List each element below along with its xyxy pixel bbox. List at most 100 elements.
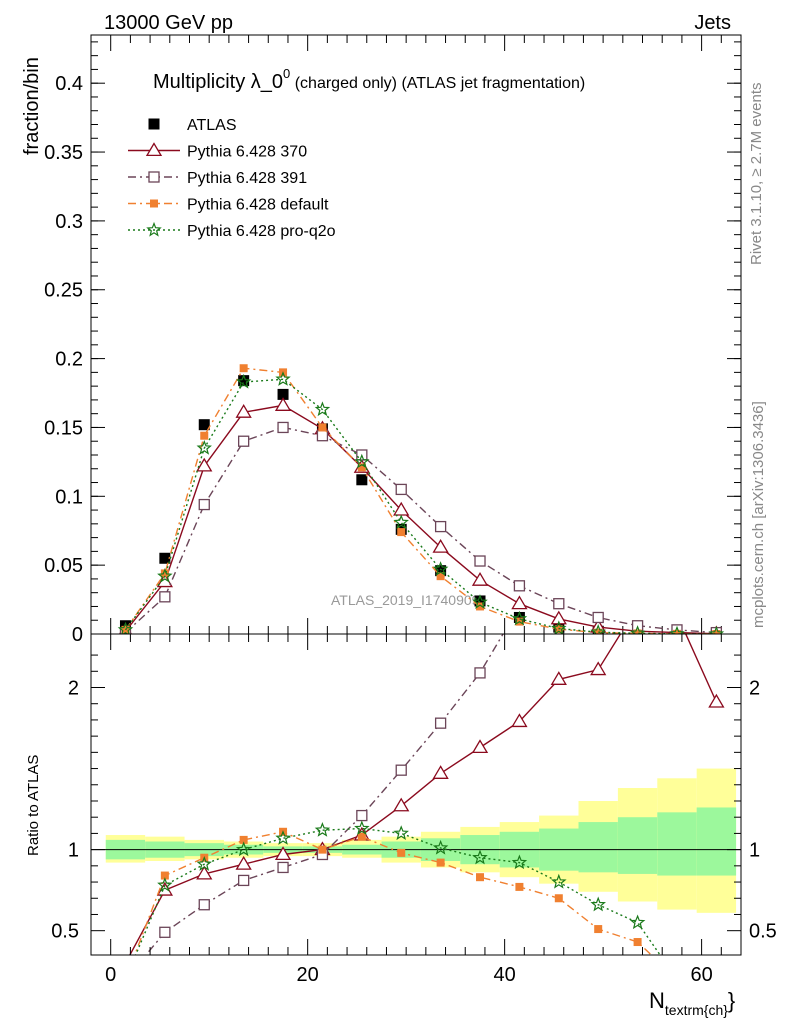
series-0-point <box>708 693 725 708</box>
series-2-point <box>515 882 524 891</box>
series-2-point <box>592 611 604 624</box>
series-2-point <box>594 925 603 934</box>
series-3-point <box>314 822 331 837</box>
series-4-point <box>708 625 725 634</box>
x-axis-label-subscript: textrm{ch} <box>665 1002 728 1018</box>
series-4-point <box>511 610 528 626</box>
series-0-point <box>474 595 486 607</box>
series-0-point <box>274 846 292 861</box>
main-series <box>117 364 725 634</box>
series-3-point <box>436 572 445 581</box>
header-analysis-label: Jets <box>694 12 731 34</box>
main-axis-ticks: 0 0.05 0.1 0.15 0.2 0.25 0.3 0.35 0.4 <box>44 35 741 646</box>
series-0-point <box>550 671 567 685</box>
series-2-point <box>159 591 171 603</box>
series-1-point <box>395 764 407 776</box>
series-0-point <box>238 375 250 387</box>
series-0-point <box>513 611 525 623</box>
ratio-y-tick-label: 0.5 <box>51 921 79 943</box>
series-0-point <box>590 661 607 676</box>
main-y-tick-label: 0.15 <box>44 417 83 439</box>
legend-label: Pythia 6.428 pro-q2o <box>187 223 336 240</box>
series-3-point <box>472 849 488 865</box>
main-panel: 0 0.05 0.1 0.15 0.2 0.25 0.3 0.35 0.4 ATLAS_2019… <box>21 34 742 646</box>
x-tick-label: 0 <box>105 964 116 986</box>
x-tick-label: 60 <box>690 964 712 986</box>
series-3-point <box>629 914 646 930</box>
series-1-point <box>196 457 213 472</box>
series-3-point <box>200 431 209 440</box>
series-2-point <box>160 871 169 880</box>
series-4-point <box>551 620 567 634</box>
ratio-y-tick-label-right: 0.5 <box>749 921 777 943</box>
main-y-tick-label: 0.1 <box>55 486 83 508</box>
main-title: Multiplicity λ_00 (charged only) (ATLAS … <box>153 66 585 93</box>
series-0-point <box>159 552 171 564</box>
main-title-rest: (charged only) (ATLAS jet fragmentation) <box>290 75 585 92</box>
series-2-point <box>553 598 565 610</box>
series-3-point <box>432 839 449 855</box>
ratio-band-inner <box>696 807 737 876</box>
legend-label: Pythia 6.428 370 <box>187 144 307 161</box>
series-1-point <box>471 572 489 586</box>
series-2-point <box>397 848 406 857</box>
legend-label: Pythia 6.428 391 <box>187 170 307 187</box>
main-y-tick-label: 0.35 <box>44 142 83 164</box>
ratio-y-tick-label-right: 2 <box>749 678 760 700</box>
series-1-line <box>144 634 504 955</box>
series-2-point <box>671 624 683 634</box>
ratio-band-inner <box>657 812 697 876</box>
series-3-line <box>124 367 717 634</box>
ratio-panel: 0.5 0.51 12 20 20 40 60 Ratio to ATLAS Ntextrm… <box>25 633 777 1018</box>
series-3-point <box>594 628 603 634</box>
series-1-point <box>550 610 567 625</box>
ratio-band-inner <box>617 817 658 874</box>
series-3-point <box>672 629 681 634</box>
series-2-point <box>277 421 289 434</box>
series-4-point <box>275 371 291 386</box>
series-4-point <box>117 621 134 634</box>
series-3-point <box>354 820 370 836</box>
series-2-point <box>316 430 329 442</box>
series-4-point <box>314 401 331 417</box>
series-2-point <box>395 483 407 496</box>
series-4-point <box>235 373 252 389</box>
ratio-y-tick-label-right: 1 <box>749 840 760 862</box>
series-1-point <box>432 538 449 553</box>
series-1-line <box>124 404 717 634</box>
legend-marker <box>148 171 160 183</box>
series-3-point <box>239 364 248 373</box>
series-1-point <box>277 861 289 874</box>
series-3-point <box>393 825 409 841</box>
series-2-point <box>318 845 327 854</box>
series-4-point <box>432 561 449 576</box>
series-0-point <box>393 797 410 812</box>
series-3-point <box>318 423 327 432</box>
series-3-point <box>633 629 642 634</box>
series-0-point <box>277 388 289 400</box>
series-1-point <box>356 809 368 822</box>
x-axis-label-tail: } <box>728 988 735 1013</box>
series-2-point <box>238 435 250 447</box>
series-2-point <box>434 520 447 533</box>
series-4-point <box>157 568 173 583</box>
series-0-point <box>511 713 528 728</box>
series-3-point <box>712 630 721 634</box>
series-1-point <box>511 595 528 610</box>
series-4-point <box>669 625 685 634</box>
legend-marker <box>146 221 162 237</box>
series-0-line <box>129 634 718 955</box>
series-0-point <box>435 565 447 577</box>
legend-label: Pythia 6.428 default <box>187 197 329 214</box>
main-y-tick-label: 0.4 <box>55 73 83 95</box>
series-1-point <box>159 926 171 938</box>
legend-marker <box>150 199 158 208</box>
series-2-line <box>125 426 717 634</box>
header-process-label: 13000 GeV pp <box>104 12 233 34</box>
main-y-tick-label: 0 <box>72 624 83 646</box>
x-axis-label: Ntextrm{ch}} <box>649 988 735 1018</box>
series-4-point <box>393 514 409 530</box>
series-1-point <box>474 667 486 679</box>
series-3-point <box>157 877 173 892</box>
ratio-y-tick-label: 2 <box>68 678 79 700</box>
